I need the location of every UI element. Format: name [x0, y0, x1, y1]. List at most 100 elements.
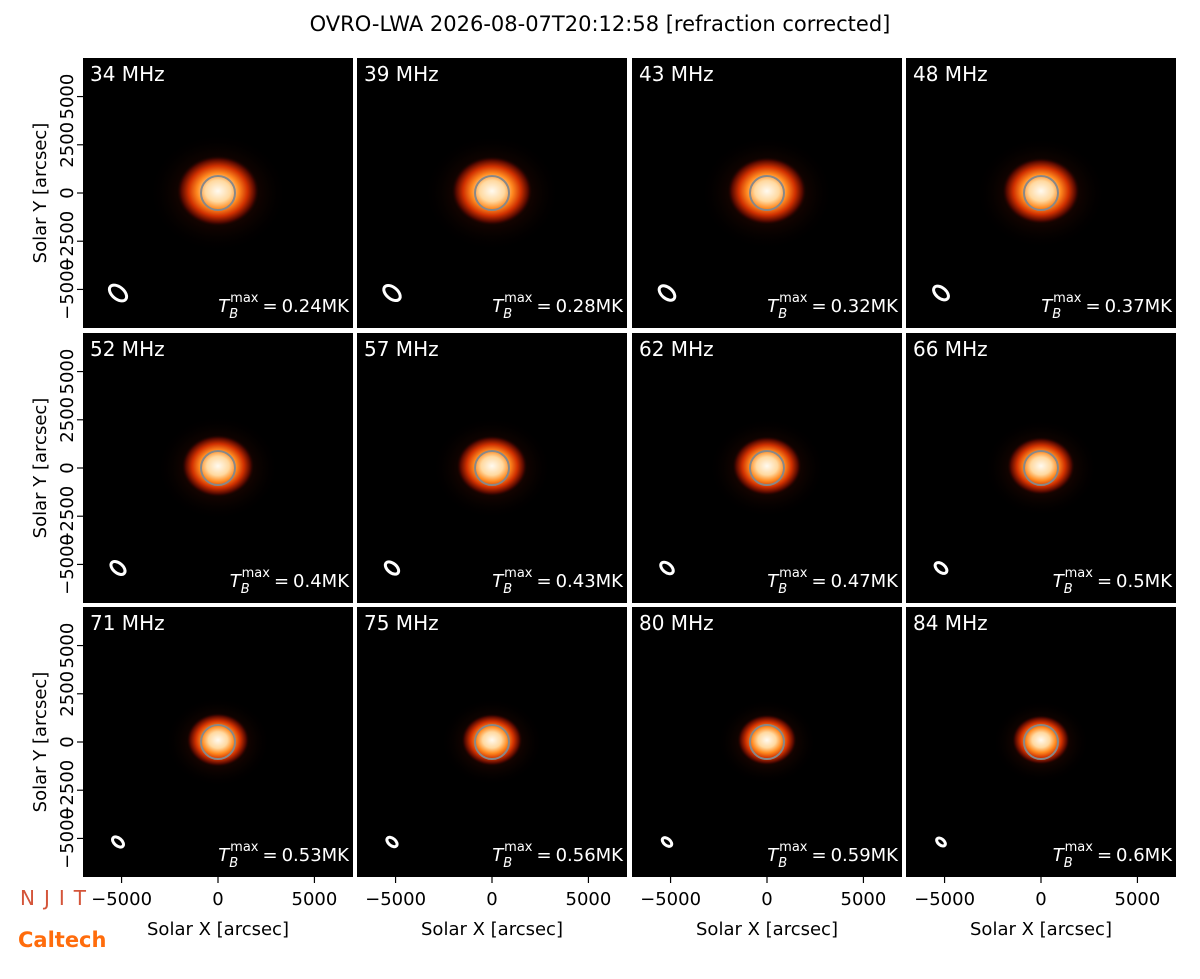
y-tick-label: −2500	[57, 760, 78, 821]
emission	[1001, 157, 1081, 225]
tmax-value: 0.56MK	[556, 845, 625, 866]
y-tick-label: 2500	[57, 122, 78, 168]
solar-limb	[749, 450, 785, 486]
y-tick-label: 5000	[57, 349, 78, 395]
emission	[1011, 714, 1071, 766]
tmax-sub: B	[1064, 856, 1073, 871]
chart-title: OVRO-LWA 2026-08-07T20:12:58 [refraction…	[310, 12, 891, 36]
y-tick-label: 0	[57, 187, 78, 198]
y-tick-label: −5000	[57, 534, 78, 595]
tmax-sup: max	[1065, 566, 1094, 581]
tmax-symbol: T	[492, 296, 505, 317]
tmax-sub: B	[229, 307, 238, 322]
beam	[382, 283, 402, 303]
frequency-label: 39 MHz	[364, 62, 439, 86]
emission	[455, 435, 529, 497]
frequency-label: 66 MHz	[913, 337, 988, 361]
x-tick-label: −5000	[91, 889, 152, 910]
x-tick-label: 0	[1035, 889, 1046, 910]
emission	[450, 155, 534, 227]
emission	[726, 156, 808, 226]
solar-limb	[1023, 175, 1059, 211]
tmax-sub: B	[778, 856, 787, 871]
emission	[731, 435, 803, 497]
solar-limb	[749, 175, 785, 211]
x-tick-label: 0	[212, 889, 223, 910]
solar-limb	[200, 450, 236, 486]
x-axis-label: Solar X [arcsec]	[147, 919, 289, 940]
tmax-label: TBmax = 0.28MK	[492, 291, 624, 322]
y-axis-label: Solar Y [arcsec]	[30, 123, 51, 264]
beam	[932, 284, 950, 302]
frequency-label: 52 MHz	[90, 337, 165, 361]
tmax-label: TBmax = 0.24MK	[218, 291, 350, 322]
y-tick-label: 5000	[57, 74, 78, 120]
tmax-sup: max	[230, 291, 259, 306]
tmax-symbol: T	[492, 571, 505, 592]
beam	[109, 560, 127, 576]
tmax-symbol: T	[218, 296, 231, 317]
tmax-value: 0.5MK	[1116, 571, 1173, 592]
emission	[460, 713, 524, 767]
tmax-sub: B	[503, 856, 512, 871]
beam	[933, 561, 949, 575]
tmax-eq: =	[1097, 845, 1112, 866]
y-tick-label: −5000	[57, 808, 78, 869]
logo-njit: NJIT	[20, 886, 95, 910]
solar-limb	[749, 724, 785, 760]
y-axis-label: Solar Y [arcsec]	[30, 398, 51, 539]
tmax-label: TBmax = 0.6MK	[1053, 840, 1174, 871]
tmax-sub: B	[778, 307, 787, 322]
frequency-label: 48 MHz	[913, 62, 988, 86]
emission	[1006, 436, 1076, 496]
beam	[657, 284, 677, 302]
tmax-value: 0.47MK	[831, 571, 900, 592]
y-axis-label: Solar Y [arcsec]	[30, 672, 51, 813]
y-tick-label: 5000	[57, 623, 78, 669]
solar-limb	[474, 450, 510, 486]
tmax-label: TBmax = 0.47MK	[767, 566, 899, 597]
tmax-symbol: T	[1053, 845, 1066, 866]
tmax-eq: =	[536, 296, 551, 317]
beam	[385, 835, 399, 849]
y-tick-label: −2500	[57, 486, 78, 547]
frequency-label: 57 MHz	[364, 337, 439, 361]
x-tick-label: 5000	[841, 889, 887, 910]
tmax-symbol: T	[767, 571, 780, 592]
frequency-label: 71 MHz	[90, 611, 165, 635]
y-tick-label: −5000	[57, 259, 78, 320]
x-axis-label: Solar X [arcsec]	[696, 919, 838, 940]
tmax-value: 0.6MK	[1116, 845, 1173, 866]
tmax-symbol: T	[218, 845, 231, 866]
y-tick-label: −2500	[57, 211, 78, 272]
y-tick-label: 0	[57, 736, 78, 747]
y-tick-label: 0	[57, 462, 78, 473]
tmax-eq: =	[1097, 571, 1112, 592]
solar-limb	[1023, 450, 1059, 486]
beam	[111, 835, 125, 849]
frequency-label: 75 MHz	[364, 611, 439, 635]
tmax-label: TBmax = 0.5MK	[1053, 566, 1174, 597]
tmax-eq: =	[1085, 296, 1100, 317]
tmax-value: 0.37MK	[1105, 296, 1174, 317]
tmax-value: 0.53MK	[282, 845, 351, 866]
tmax-eq: =	[262, 845, 277, 866]
x-tick-label: 0	[761, 889, 772, 910]
emission	[181, 434, 255, 498]
beam	[107, 283, 129, 303]
tmax-value: 0.59MK	[831, 845, 900, 866]
tmax-sub: B	[778, 582, 787, 597]
tmax-sup: max	[242, 566, 271, 581]
beam	[383, 560, 401, 576]
x-tick-label: 5000	[1115, 889, 1161, 910]
solar-limb	[474, 175, 510, 211]
solar-limb	[200, 724, 236, 760]
tmax-value: 0.28MK	[556, 296, 625, 317]
tmax-sup: max	[230, 840, 259, 855]
x-tick-label: −5000	[640, 889, 701, 910]
tmax-eq: =	[811, 571, 826, 592]
tmax-eq: =	[536, 571, 551, 592]
x-axis-label: Solar X [arcsec]	[970, 919, 1112, 940]
beam	[935, 836, 947, 848]
